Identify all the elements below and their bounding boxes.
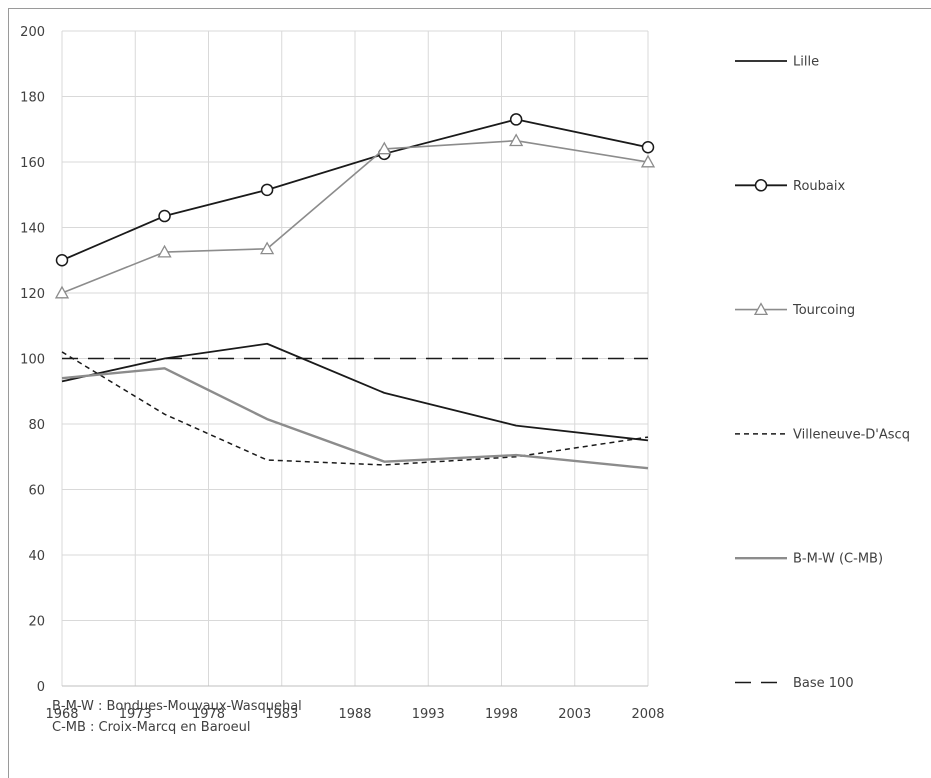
series-line-roubaix (61, 118, 649, 262)
x-axis: 1968 1973 1978 1983 1988 1993 1998 2003 2008 (45, 685, 665, 722)
legend-item-roubaix: Roubaix (735, 179, 845, 194)
y-tick-label: 120 (20, 287, 45, 302)
y-tick-label: 0 (37, 680, 45, 695)
x-tick-label: 2003 (558, 707, 591, 722)
y-axis: 0 20 40 60 80 100 120 140 160 180 200 (20, 25, 45, 695)
series-line-lille (61, 342, 649, 442)
abbreviation-note-cmb: C-MB : Croix-Marcq en Baroeul (52, 720, 251, 735)
legend-item-villeneuve-d-ascq: Villeneuve-D'Ascq (735, 427, 910, 442)
series-layer (54, 113, 656, 470)
series-line-b-m-w-c-mb (61, 367, 649, 470)
data-point-roubaix (55, 254, 69, 267)
x-tick-label: 1978 (192, 707, 225, 722)
x-tick-label: 1993 (412, 707, 445, 722)
series-line-villeneuve-d-ascq (61, 351, 649, 466)
chart-frame (8, 8, 931, 778)
data-point-tourcoing (54, 285, 70, 299)
y-tick-label: 60 (28, 484, 45, 499)
legend-item-base-100: Base 100 (735, 676, 854, 691)
y-tick-label: 200 (20, 25, 45, 40)
data-point-tourcoing (259, 241, 275, 255)
y-tick-label: 100 (20, 353, 45, 368)
data-point-tourcoing (640, 154, 656, 168)
legend-label-roubaix: Roubaix (793, 179, 845, 194)
y-tick-label: 20 (28, 615, 45, 630)
grid-lines (61, 30, 649, 687)
abbreviation-note-bmw: B-M-W : Bondues-Mouvaux-Wasquehal (52, 699, 302, 714)
legend: Lille Roubaix Tourcoing Villeneuve-D'Ascq B-… (735, 55, 910, 691)
x-tick-label: 1988 (338, 707, 371, 722)
y-tick-label: 80 (28, 418, 45, 433)
x-tick-label: 1968 (45, 707, 78, 722)
y-tick-label: 140 (20, 222, 45, 237)
series-line-tourcoing (61, 139, 649, 294)
legend-marker-tourcoing (753, 302, 769, 316)
legend-label-villeneuve-d-ascq: Villeneuve-D'Ascq (793, 427, 910, 442)
data-point-roubaix (641, 141, 655, 154)
y-tick-label: 40 (28, 549, 45, 564)
legend-marker-roubaix (754, 179, 768, 192)
legend-item-b-m-w-c-mb: B-M-W (C-MB) (735, 552, 883, 567)
legend-label-b-m-w-c-mb: B-M-W (C-MB) (793, 552, 883, 567)
y-tick-label: 180 (20, 91, 45, 106)
data-point-roubaix (509, 113, 523, 126)
legend-label-lille: Lille (793, 55, 819, 70)
data-point-roubaix (260, 183, 274, 197)
data-point-tourcoing (509, 133, 524, 147)
legend-item-tourcoing: Tourcoing (735, 302, 855, 318)
data-point-tourcoing (377, 141, 392, 155)
legend-item-lille: Lille (735, 55, 819, 70)
data-point-roubaix (158, 209, 171, 223)
x-tick-label: 1973 (119, 707, 152, 722)
y-tick-label: 160 (20, 156, 45, 171)
legend-label-tourcoing: Tourcoing (792, 303, 855, 318)
x-tick-label: 2008 (631, 707, 664, 722)
legend-label-base-100: Base 100 (793, 676, 854, 691)
x-tick-label: 1983 (265, 707, 298, 722)
data-point-tourcoing (157, 244, 172, 258)
x-tick-label: 1998 (485, 707, 518, 722)
